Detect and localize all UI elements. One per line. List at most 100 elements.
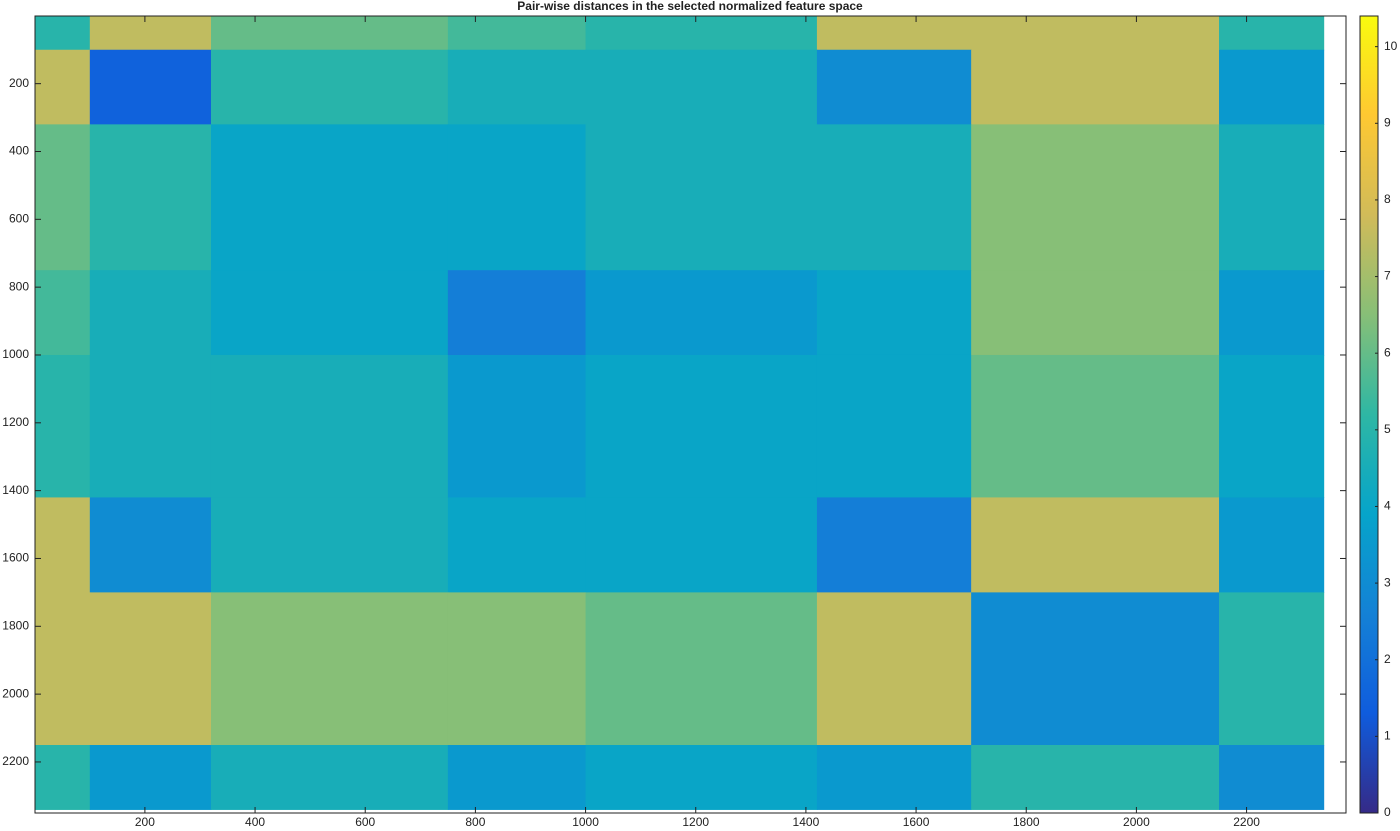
heat-cell [971,497,1220,593]
heat-cell [971,124,1220,271]
y-tick-label: 1200 [2,415,29,429]
heat-cell [585,592,818,746]
heat-cell [816,497,972,593]
heat-cell [1219,124,1325,271]
heat-cell [35,49,91,125]
heat-cell [35,592,91,746]
colorbar-tick-label: 9 [1384,115,1391,129]
heat-cell [816,270,972,356]
heat-cell [447,592,587,746]
heat-cell [816,49,972,125]
colorbar-tick-label: 0 [1384,805,1391,819]
heat-cell [210,49,449,125]
heat-cell [1219,270,1325,356]
heat-cell [585,497,818,593]
x-tick-label: 1400 [793,815,820,829]
y-tick-label: 2200 [2,754,29,768]
heat-cell [35,270,91,356]
heat-cell [35,124,91,271]
heat-cell [585,270,818,356]
heat-cell [447,124,587,271]
heat-cell [447,745,587,810]
plot-frame [34,15,1347,814]
heat-cell [971,16,1220,51]
x-tick-label: 600 [355,815,375,829]
heat-cell [816,16,972,51]
colorbar-tick-label: 4 [1384,499,1391,513]
heat-cell [210,16,449,51]
heat-cell [1219,745,1325,810]
heat-cell [89,16,212,51]
colorbar-tick-label: 3 [1384,575,1391,589]
heat-cell [816,124,972,271]
x-tick-label: 400 [245,815,265,829]
heat-cell [89,49,212,125]
heat-cell [89,270,212,356]
heat-cell [1219,16,1325,51]
heat-cell [585,745,818,810]
x-tick-label: 1200 [682,815,709,829]
heat-cell [971,592,1220,746]
heat-cell [585,16,818,51]
heat-cell [971,270,1220,356]
heat-cell [89,124,212,271]
heat-cell [447,16,587,51]
heat-cell [35,497,91,593]
x-tick-label: 800 [465,815,485,829]
x-tick-label: 200 [135,815,155,829]
heat-cell [89,354,212,498]
heat-cell [1219,497,1325,593]
heat-cell [816,354,972,498]
heat-cell [89,592,212,746]
colorbar-tick-label: 2 [1384,652,1391,666]
heat-cell [210,497,449,593]
heat-cell [210,354,449,498]
heat-cell [971,745,1220,810]
y-tick-label: 1800 [2,618,29,632]
heat-cell [816,592,972,746]
heat-cell [585,124,818,271]
colorbar [1359,15,1379,814]
y-tick-label: 600 [9,211,29,225]
x-tick-label: 2000 [1123,815,1150,829]
colorbar-tick-label: 10 [1384,39,1398,53]
y-tick-label: 1600 [2,551,29,565]
heat-cell [89,497,212,593]
colorbar-tick-label: 1 [1384,729,1391,743]
x-tick-label: 1000 [572,815,599,829]
y-tick-label: 400 [9,144,29,158]
y-tick-label: 800 [9,279,29,293]
heat-cell [447,354,587,498]
y-tick-label: 1400 [2,483,29,497]
heat-cell [447,270,587,356]
y-tick-label: 2000 [2,686,29,700]
colorbar-tick-label: 8 [1384,192,1391,206]
heat-cell [447,49,587,125]
heat-cell [1219,49,1325,125]
heat-cell [585,354,818,498]
heat-cell [585,49,818,125]
colorbar-tick-label: 6 [1384,345,1391,359]
y-tick-label: 200 [9,76,29,90]
x-tick-label: 2200 [1233,815,1260,829]
heat-cell [210,592,449,746]
heat-cell [971,49,1220,125]
heat-cell [1219,354,1325,498]
heat-cell [89,745,212,810]
heat-cell [210,124,449,271]
heat-cell [35,745,91,810]
heat-cell [447,497,587,593]
colorbar-tick-label: 5 [1384,422,1391,436]
x-tick-label: 1800 [1013,815,1040,829]
heat-cell [35,354,91,498]
heat-cell [816,745,972,810]
heat-cell [971,354,1220,498]
heat-cell [210,270,449,356]
chart-title: Pair-wise distances in the selected norm… [517,0,863,13]
heat-cell [210,745,449,810]
heat-cell [1219,592,1325,746]
colorbar-tick-label: 7 [1384,269,1391,283]
y-tick-label: 1000 [2,347,29,361]
x-tick-label: 1600 [903,815,930,829]
